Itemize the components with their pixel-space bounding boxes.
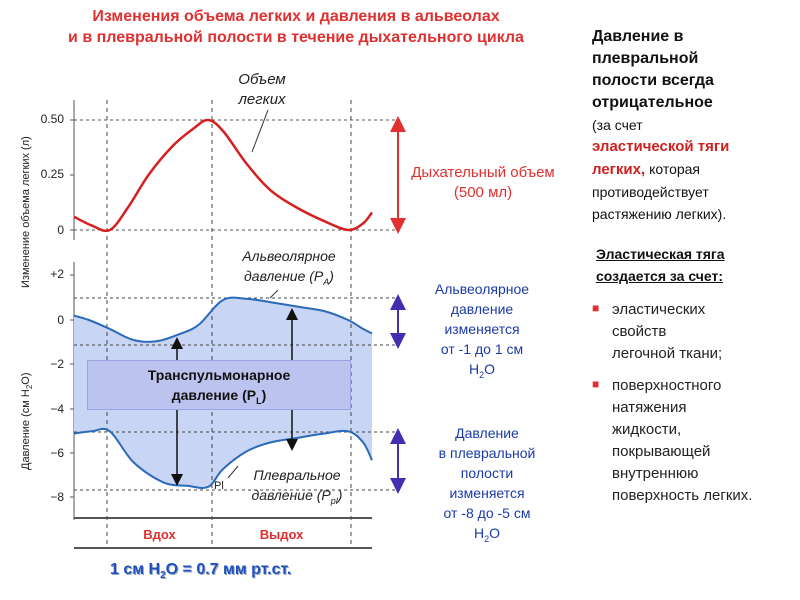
elastic-recoil-subheading: Эластическая тяга создается за счет:	[596, 246, 725, 284]
volume-series-label: Объем легких	[238, 71, 286, 108]
alveolar-pressure-label: Альвеолярное давление (PA)	[242, 248, 336, 287]
pleural-pressure-label: Плевральное давление (Ppl)	[251, 467, 343, 506]
series-pleural-pressure-line	[73, 427, 373, 490]
bullet-marker-icon: ■	[592, 301, 600, 315]
tidal-volume-note: Дыхательный объем (500 мл)	[411, 164, 555, 201]
bullet-item-1: ■ эластических свойств легочной ткани;	[592, 299, 792, 365]
series-lung-volume-line	[73, 118, 373, 233]
tick-label-p-minus4: −4	[50, 402, 64, 416]
pleural-range-note: Давление в плевральной полости изменяетс…	[438, 425, 536, 544]
volume-label-pointer	[251, 109, 269, 153]
right-panel-explanation: (за счет эластической тяги легких, котор…	[592, 117, 730, 222]
bullet-text-2: поверхностного натяжения жидкости, покры…	[612, 377, 753, 504]
tick-label-p-minus8: −8	[50, 490, 64, 504]
bullet-text-1: эластических свойств легочной ткани;	[612, 301, 723, 362]
alveolar-label-pointer	[269, 289, 279, 299]
title-line-2: и в плевральной полости в течение дыхате…	[68, 29, 524, 46]
right-panel-heading: Давление в плевральной полости всегда от…	[592, 28, 714, 111]
series-alveolar-pressure-line	[73, 296, 373, 343]
bullet-item-2: ■ поверхностного натяжения жидкости, пок…	[592, 375, 792, 507]
tick-label-p-plus2: +2	[50, 267, 64, 281]
bullet-marker-icon: ■	[592, 377, 600, 391]
tick-label-p-minus6: −6	[50, 446, 64, 460]
phase-label-exhale: Выдох	[259, 527, 304, 542]
transpulmonary-pressure-box: Транспульмонарное давление (PL)	[87, 360, 351, 410]
tick-label-p-minus2: −2	[50, 357, 64, 371]
tick-label-vol-050: 0.50	[40, 112, 64, 126]
unit-conversion-note: 1 см H2O = 0.7 мм рт.ст.	[110, 561, 292, 582]
alveolar-range-note: Альвеолярное давление изменяется от -1 д…	[434, 281, 530, 380]
title-line-1: Изменения объема легких и давления в аль…	[92, 8, 500, 25]
tick-label-vol-0: 0	[57, 223, 64, 237]
right-panel: Давление в плевральной полости всегда от…	[592, 26, 792, 507]
tick-label-vol-025: 0.25	[40, 167, 64, 181]
pl-mark: Pl	[214, 480, 224, 492]
phase-label-inhale: Вдох	[143, 527, 176, 542]
pleural-label-pointer	[227, 465, 239, 479]
tick-label-p-0: 0	[57, 313, 64, 327]
chart-title: Изменения объема легких и давления в аль…	[0, 6, 592, 48]
